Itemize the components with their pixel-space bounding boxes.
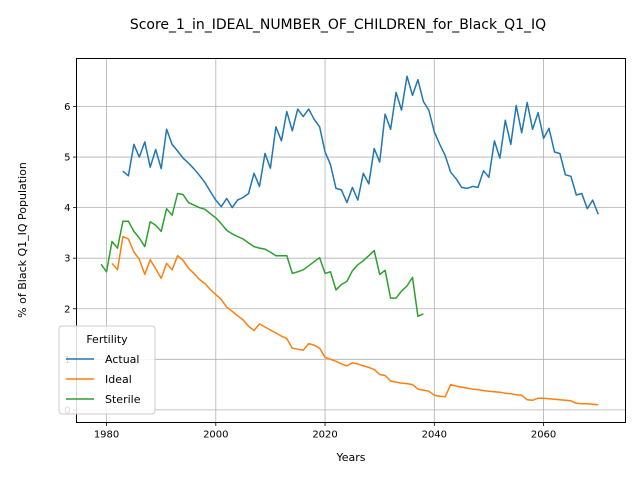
- series-line-sterile: [100, 192, 424, 318]
- x-axis-ticks: 1980 2000 2020 2040 2060: [94, 422, 556, 441]
- y-tick-label: 6: [64, 102, 70, 113]
- legend: Fertility Actual Ideal Sterile: [58, 325, 156, 415]
- series-line-actual: [122, 75, 599, 215]
- chart-title: Score_1_in_IDEAL_NUMBER_OF_CHILDREN_for_…: [130, 17, 546, 33]
- legend-label-ideal: Ideal: [105, 373, 132, 386]
- plot-frame: [76, 58, 626, 423]
- legend-title: Fertility: [86, 333, 128, 346]
- y-tick-label: 2: [64, 304, 70, 315]
- y-tick-label: 3: [64, 254, 70, 265]
- series-line-ideal: [111, 235, 599, 406]
- series-lines: [100, 75, 599, 406]
- grid-lines: [76, 58, 626, 423]
- legend-box: [58, 325, 156, 415]
- x-tick-label: 2060: [531, 430, 556, 441]
- x-tick-label: 2020: [312, 430, 337, 441]
- x-tick-label: 2000: [203, 430, 228, 441]
- legend-label-actual: Actual: [105, 353, 139, 366]
- x-tick-label: 1980: [94, 430, 119, 441]
- y-axis-label: % of Black Q1_IQ Population: [16, 162, 29, 318]
- x-axis-label: Years: [335, 451, 365, 464]
- y-tick-label: 4: [64, 203, 70, 214]
- x-tick-label: 2040: [422, 430, 447, 441]
- y-tick-label: 5: [64, 153, 70, 164]
- legend-label-sterile: Sterile: [105, 393, 141, 406]
